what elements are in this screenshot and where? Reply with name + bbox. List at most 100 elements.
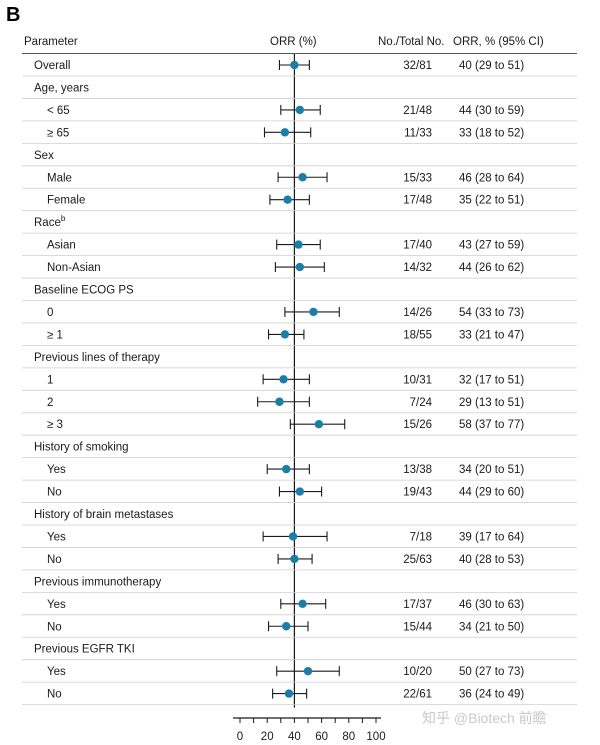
no-total-value: 11/33 [404, 127, 432, 139]
no-total-value: 13/38 [403, 464, 432, 476]
subgroup-label: Non-Asian [47, 262, 101, 274]
orr-ci-value: 44 (26 to 62) [459, 262, 524, 274]
estimate-point [290, 554, 299, 564]
group-label: Baseline ECOG PS [34, 285, 134, 297]
orr-ci-value: 32 (17 to 51) [459, 374, 524, 386]
orr-ci-value: 29 (13 to 51) [459, 397, 524, 409]
no-total-value: 22/61 [403, 689, 432, 701]
subgroup-label: Yes [47, 599, 66, 611]
estimate-point [314, 420, 324, 429]
x-tick-label: 60 [315, 731, 328, 743]
no-total-value: 17/48 [403, 195, 432, 207]
group-label: Previous lines of therapy [34, 352, 160, 364]
header-orr: ORR (%) [270, 36, 317, 48]
estimate-point [290, 60, 299, 70]
estimate-point [309, 307, 318, 317]
no-total-value: 14/32 [403, 262, 432, 274]
orr-ci-value: 46 (30 to 63) [459, 599, 524, 611]
orr-ci-value: 44 (30 to 59) [459, 105, 524, 117]
no-total-value: 7/24 [410, 397, 433, 409]
estimate-point [295, 487, 305, 496]
orr-ci-value: 33 (21 to 47) [459, 329, 524, 341]
group-label: History of brain metastases [34, 509, 174, 521]
estimate-point [298, 173, 307, 182]
orr-ci-value: 40 (28 to 53) [459, 554, 524, 566]
estimate-point [303, 666, 313, 676]
subgroup-label: No [47, 621, 62, 633]
estimate-point [282, 622, 291, 631]
orr-ci-value: 44 (29 to 60) [459, 487, 524, 499]
no-total-value: 15/44 [403, 621, 432, 633]
orr-ci-value: 33 (18 to 52) [459, 127, 524, 139]
subgroup-label: 1 [47, 374, 53, 386]
orr-ci-value: 50 (27 to 73) [459, 666, 524, 678]
subgroup-label: ≥ 65 [47, 127, 69, 139]
no-total-value: 7/18 [410, 531, 432, 543]
no-total-value: 21/48 [403, 105, 432, 117]
no-total-value: 25/63 [403, 554, 432, 566]
subgroup-label: 2 [47, 397, 53, 409]
orr-ci-value: 40 (29 to 51) [459, 60, 524, 72]
orr-ci-value: 34 (20 to 51) [459, 464, 524, 476]
no-total-value: 14/26 [403, 307, 432, 319]
no-total-value: 19/43 [403, 487, 432, 499]
group-label: Age, years [34, 82, 89, 94]
subgroup-label: No [47, 689, 62, 701]
group-label: Sex [34, 150, 54, 162]
estimate-point [288, 532, 298, 541]
estimate-point [295, 262, 305, 272]
no-total-value: 15/33 [403, 172, 432, 184]
estimate-point [279, 375, 288, 384]
no-total-value: 18/55 [403, 329, 432, 341]
group-label: History of smoking [34, 442, 129, 454]
subgroup-label: Yes [47, 531, 66, 543]
subgroup-label: ≥ 1 [47, 329, 63, 341]
header-orr-ci: ORR, % (95% CI) [453, 36, 544, 48]
header-no-total: No./Total No. [378, 36, 445, 48]
subgroup-label: Male [47, 172, 72, 184]
estimate-point [284, 689, 294, 698]
x-tick-label: 0 [237, 731, 243, 743]
panel-label: B [6, 4, 21, 26]
x-tick-label: 40 [288, 731, 301, 743]
header-rule [22, 53, 577, 54]
group-label: Previous immunotherapy [34, 576, 161, 588]
subgroup-label: Female [47, 195, 85, 207]
no-total-value: 17/40 [403, 240, 432, 252]
x-tick-label: 80 [342, 731, 355, 743]
x-tick-label: 100 [366, 731, 385, 743]
estimate-point [280, 128, 290, 137]
estimate-point [295, 105, 305, 115]
orr-ci-value: 35 (22 to 51) [459, 195, 524, 207]
header-parameter: Parameter [24, 36, 78, 48]
superscript: b [61, 214, 66, 223]
orr-ci-value: 58 (37 to 77) [459, 419, 524, 431]
x-tick-label: 20 [261, 731, 274, 743]
subgroup-label: No [47, 487, 62, 499]
subgroup-label: Yes [47, 666, 66, 678]
orr-ci-value: 43 (27 to 59) [459, 240, 524, 252]
orr-ci-value: 36 (24 to 49) [459, 689, 524, 701]
estimate-point [282, 464, 291, 474]
estimate-point [275, 397, 284, 406]
orr-ci-value: 54 (33 to 73) [459, 307, 524, 319]
estimate-point [294, 240, 303, 249]
group-label: Previous EGFR TKI [34, 644, 135, 656]
no-total-value: 10/20 [403, 666, 432, 678]
group-label: Overall [34, 60, 70, 72]
no-total-value: 32/81 [403, 60, 432, 72]
estimate-point [283, 195, 292, 204]
subgroup-label: Asian [47, 240, 76, 252]
subgroup-label: Yes [47, 464, 66, 476]
no-total-value: 10/31 [403, 374, 432, 386]
subgroup-label: 0 [47, 307, 53, 319]
no-total-value: 15/26 [403, 419, 432, 431]
estimate-point [280, 330, 290, 339]
watermark: 知乎 @Biotech 前瞻 [422, 710, 547, 726]
estimate-point [298, 599, 307, 608]
orr-ci-value: 34 (21 to 50) [459, 621, 524, 633]
orr-ci-value: 39 (17 to 64) [459, 531, 524, 543]
orr-ci-value: 46 (28 to 64) [459, 172, 524, 184]
subgroup-label: ≥ 3 [47, 419, 63, 431]
